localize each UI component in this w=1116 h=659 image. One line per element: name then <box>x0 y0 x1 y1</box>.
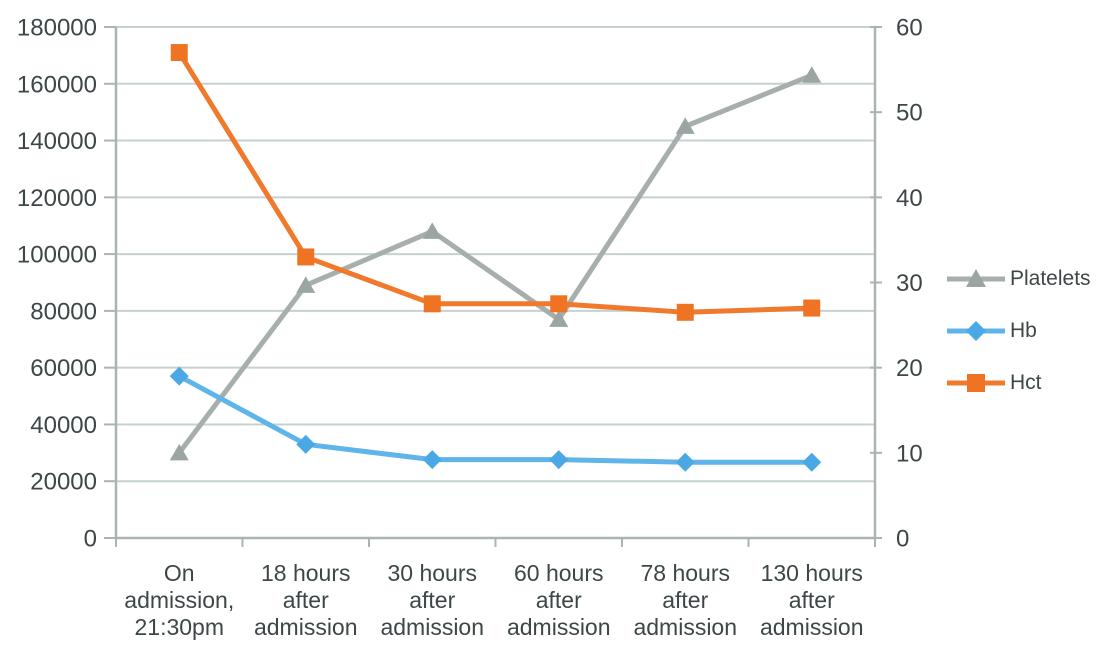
y-left-tick-label: 80000 <box>30 298 97 325</box>
y-left-tick-label: 20000 <box>30 469 97 496</box>
legend-item-hct: Hct <box>946 366 1116 400</box>
series-line-platelets <box>177 72 813 455</box>
data-point-hct-0 <box>170 44 188 62</box>
legend-item-platelets: Platelets <box>946 262 1116 296</box>
data-point-hct-3 <box>550 295 568 313</box>
y-left-tick-label: 160000 <box>17 71 97 98</box>
y-left-tick-label: 100000 <box>17 242 97 269</box>
x-axis-label-2: 30 hours after admission <box>380 560 485 640</box>
y-right-tick-label: 60 <box>896 15 923 42</box>
y-right-tick-label: 40 <box>896 185 923 212</box>
platelets-triangle-marker-icon <box>947 269 1005 287</box>
y-right-tick-label: 10 <box>896 440 923 467</box>
x-axis-label-0: On admission, 21:30pm <box>124 560 235 640</box>
data-point-platelets-2 <box>422 222 442 239</box>
legend-label-hct: Hct <box>1010 371 1042 394</box>
hct-square-marker-icon <box>947 374 1005 392</box>
data-point-hct-2 <box>423 295 441 313</box>
y-right-tick-label: 30 <box>896 270 923 297</box>
data-point-platelets-0 <box>169 443 189 461</box>
data-point-hb-2 <box>422 450 442 470</box>
data-point-platelets-5 <box>802 66 822 83</box>
data-point-hb-0 <box>169 366 189 386</box>
data-point-hb-3 <box>549 450 569 470</box>
series-line-hb <box>178 373 812 465</box>
y-left-tick-label: 60000 <box>30 355 97 382</box>
legend-label-platelets: Platelets <box>1010 267 1091 290</box>
data-point-hb-5 <box>802 452 822 472</box>
y-left-tick-label: 0 <box>84 526 97 553</box>
hb-diamond-marker-icon <box>947 321 1005 341</box>
y-right-tick-label: 20 <box>896 355 923 382</box>
data-point-hct-5 <box>803 299 821 317</box>
x-axis-labels: On admission, 21:30pm 18 hours after admi… <box>0 560 1116 650</box>
y-left-tick-label: 180000 <box>17 15 97 42</box>
x-axis-label-4: 78 hours after admission <box>633 560 738 640</box>
data-point-hct-4 <box>676 303 694 321</box>
x-axis-label-1: 18 hours after admission <box>253 560 358 640</box>
y-left-tick-label: 120000 <box>17 185 97 212</box>
legend-item-hb: Hb <box>946 314 1116 348</box>
data-point-hb-1 <box>296 434 316 454</box>
data-point-platelets-3 <box>549 310 569 327</box>
y-right-tick-label: 0 <box>896 526 909 553</box>
x-axis-label-3: 60 hours after admission <box>506 560 611 640</box>
y-left-tick-label: 40000 <box>30 412 97 439</box>
data-point-platelets-1 <box>296 276 316 293</box>
data-point-platelets-4 <box>675 117 695 134</box>
legend: Platelets Hb Hct <box>946 262 1116 418</box>
series-line-hct <box>177 51 812 315</box>
data-point-hct-1 <box>297 248 315 266</box>
y-left-tick-label: 140000 <box>17 128 97 155</box>
data-point-hb-4 <box>675 452 695 472</box>
legend-label-hb: Hb <box>1010 319 1037 342</box>
x-axis-label-5: 130 hours after admission <box>759 560 864 640</box>
y-right-tick-label: 50 <box>896 100 923 127</box>
